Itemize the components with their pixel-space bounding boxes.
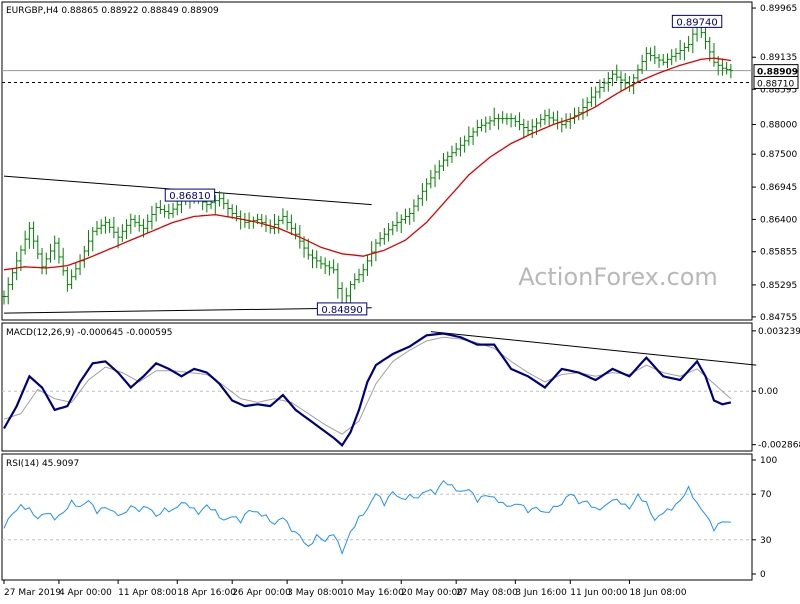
x-tick-label: 27 May 08:00 [456, 588, 518, 598]
x-tick-label: 3 Jun 16:00 [515, 588, 567, 598]
price-pane: 0.89740 0.86810 0.84890 0.89965 0.89135 0.885… [2, 4, 799, 323]
price-y-tick-label: 0.85295 [760, 281, 797, 291]
rsi-line [3, 479, 731, 555]
price-y-tick-label: 0.86400 [760, 215, 797, 225]
x-tick-label: 18 Apr 16:00 [177, 588, 236, 598]
price-annotation-label: 0.89740 [676, 17, 717, 28]
price-trendline [3, 307, 372, 314]
x-tick-label: 4 Apr 00:00 [59, 588, 112, 598]
x-tick-label: 11 Apr 08:00 [118, 588, 177, 598]
macd-main-line [3, 332, 732, 447]
price-title: EURGBP,H4 0.88865 0.88922 0.88849 0.8890… [6, 6, 219, 16]
x-tick-label: 20 May 00:00 [401, 588, 463, 598]
price-pane-frame [1, 1, 753, 321]
rsi-pane: 100 70 30 0 [2, 456, 777, 580]
price-annotation-box [164, 188, 216, 202]
price-annotation-box [316, 302, 368, 316]
price-y-tick-label: 0.89135 [760, 53, 797, 63]
rsi-y-tick-label: 30 [760, 536, 772, 546]
macd-pane-frame [1, 322, 753, 452]
macd-pane: 0.003239 0.00 -0.002868 [2, 327, 800, 451]
moving-average-line [3, 57, 731, 271]
price-annotation-box [671, 14, 723, 28]
macd-y-tick-label: 0.003239 [758, 327, 800, 337]
price-y-tick-label: 0.85855 [760, 248, 797, 258]
x-tick-label: 10 May 16:00 [342, 588, 404, 598]
macd-y-tick-label: -0.002868 [758, 441, 800, 451]
price-y-tick-label: 0.87500 [760, 150, 797, 160]
rsi-pane-frame [1, 453, 753, 581]
level-tag [753, 75, 799, 89]
price-y-tick-label: 0.88000 [760, 121, 797, 131]
price-y-tick-label: 0.88595 [760, 85, 797, 95]
rsi-y-tick-label: 0 [760, 570, 766, 580]
price-annotation-label: 0.84890 [321, 305, 362, 316]
x-tick-label: 26 Apr 00:00 [232, 588, 291, 598]
macd-y-tick-label: 0.00 [758, 387, 778, 397]
watermark: ActionForex.com [518, 263, 718, 291]
x-tick-label: 18 Jun 08:00 [629, 588, 686, 598]
level-label: 0.88710 [757, 79, 794, 89]
price-annotation-label: 0.86810 [169, 191, 210, 202]
x-tick-label: 27 Mar 2019 [4, 588, 61, 598]
price-y-tick-label: 0.84755 [760, 313, 797, 323]
rsi-y-tick-label: 100 [760, 456, 777, 466]
macd-trendline [430, 331, 757, 366]
price-y-tick-label: 0.86945 [760, 183, 797, 193]
price-y-tick-label: 0.89965 [760, 4, 797, 14]
x-tick-label: 3 May 08:00 [287, 588, 343, 598]
rsi-y-tick-label: 70 [760, 490, 772, 500]
last-price-label: 0.88909 [757, 68, 798, 78]
macd-title: MACD(12,26,9) -0.000645 -0.000595 [6, 328, 172, 338]
x-tick-label: 11 Jun 00:00 [570, 588, 627, 598]
macd-signal-line [3, 336, 732, 435]
rsi-title: RSI(14) 45.9097 [6, 459, 79, 469]
